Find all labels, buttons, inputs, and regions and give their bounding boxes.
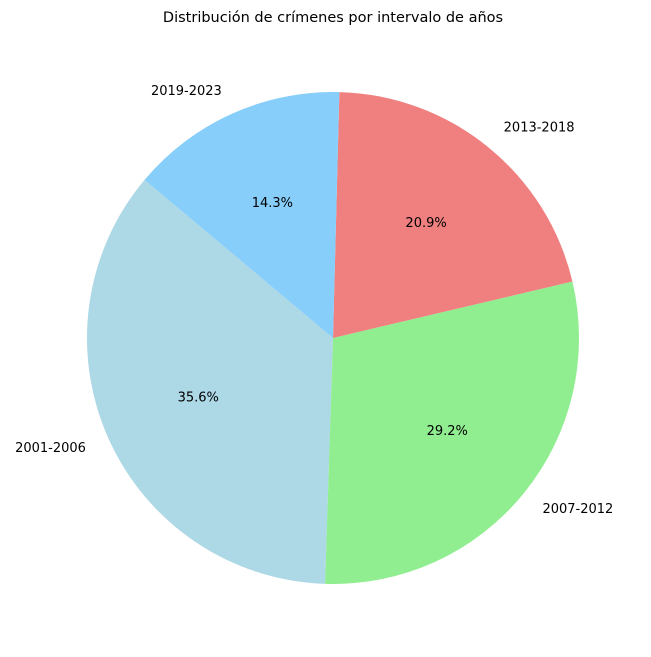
percent-label-2001-2006: 35.6% bbox=[178, 391, 219, 406]
pie-slice-2001-2006 bbox=[87, 179, 334, 584]
pie-labels: 35.6% 2001-2006 29.2% 2007-2012 20.9% 2013-20… bbox=[15, 84, 613, 517]
pie-slices bbox=[87, 91, 579, 584]
percent-label-2007-2012: 29.2% bbox=[427, 424, 468, 439]
percent-label-2019-2023: 14.3% bbox=[252, 196, 293, 211]
category-label-2019-2023: 2019-2023 bbox=[151, 84, 222, 99]
category-label-2013-2018: 2013-2018 bbox=[504, 121, 575, 136]
pie-slice-2007-2012 bbox=[325, 281, 579, 584]
pie-slice-2013-2018 bbox=[333, 92, 573, 338]
chart-title: Distribución de crímenes por intervalo d… bbox=[163, 10, 503, 26]
pie-slice-2019-2023 bbox=[144, 91, 340, 338]
percent-label-2013-2018: 20.9% bbox=[405, 216, 446, 231]
category-label-2007-2012: 2007-2012 bbox=[542, 502, 613, 517]
category-label-2001-2006: 2001-2006 bbox=[15, 441, 86, 456]
